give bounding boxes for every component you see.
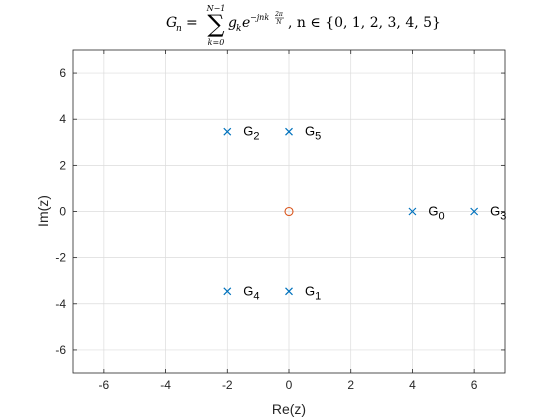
title-exponent: −jnk: [250, 13, 269, 22]
title-sum-lower: k=0: [208, 38, 225, 47]
title-exp-frac-num: 2π: [274, 11, 284, 18]
y-tick-label: -2: [55, 251, 66, 265]
title-term-g-sub: k: [236, 24, 241, 34]
y-tick-label: 6: [59, 66, 66, 80]
point-label-sub: 1: [315, 290, 321, 302]
cross-marker: [285, 287, 293, 296]
cross-stroke: [470, 207, 479, 216]
title-term-e: e: [242, 15, 250, 31]
grid: [73, 50, 505, 373]
point-label-sub: 5: [315, 131, 321, 143]
y-tick-label: -6: [55, 343, 66, 357]
cross-marker: [223, 287, 232, 296]
chart-title: G n = N−1 ∑ k=0 g k e −jnk 2π N , n ∈ {0…: [166, 4, 441, 47]
x-tick-label: -4: [160, 378, 171, 392]
x-tick-label: 2: [347, 378, 354, 392]
cross-marker: [223, 127, 232, 136]
cross-stroke: [223, 287, 232, 296]
x-axis-label: Re(z): [272, 401, 306, 417]
cross-stroke: [285, 287, 293, 296]
y-tick-label: -4: [55, 297, 66, 311]
title-equals: =: [186, 15, 198, 31]
x-tick-label: -6: [99, 378, 110, 392]
y-axis-label: Im(z): [35, 195, 51, 227]
circle-marker: [284, 206, 294, 217]
title-sum-upper: N−1: [206, 4, 226, 13]
title-lhs-sub: n: [176, 24, 182, 34]
title-condition: , n ∈ {0, 1, 2, 3, 4, 5}: [288, 15, 441, 31]
cross-stroke: [408, 207, 417, 216]
point-label-sub: 4: [253, 290, 259, 302]
x-tick-label: 6: [471, 378, 478, 392]
x-tick-label: 0: [286, 378, 293, 392]
cross-stroke: [223, 127, 232, 136]
x-tick-label: 4: [409, 378, 416, 392]
axis-ticks: -6 -4 -2 0 2 4 6 -6 -4 -2 0 2 4 6: [55, 50, 505, 392]
cross-marker: [470, 207, 479, 216]
title-sum-symbol: ∑: [207, 10, 224, 38]
title-term-g: g: [228, 15, 237, 31]
x-tick-label: -2: [222, 378, 233, 392]
y-tick-label: 0: [59, 205, 66, 219]
y-tick-label: 4: [59, 112, 66, 126]
title-lhs: G: [166, 15, 177, 31]
point-label-sub: 0: [439, 211, 445, 223]
point-label-sub: 2: [253, 131, 259, 143]
point-label-sub: 3: [500, 211, 506, 223]
y-tick-label: 2: [59, 158, 66, 172]
cross-marker: [408, 207, 417, 216]
title-exp-frac-den: N: [275, 19, 282, 26]
cross-stroke: [285, 127, 293, 136]
cross-marker: [285, 127, 293, 136]
